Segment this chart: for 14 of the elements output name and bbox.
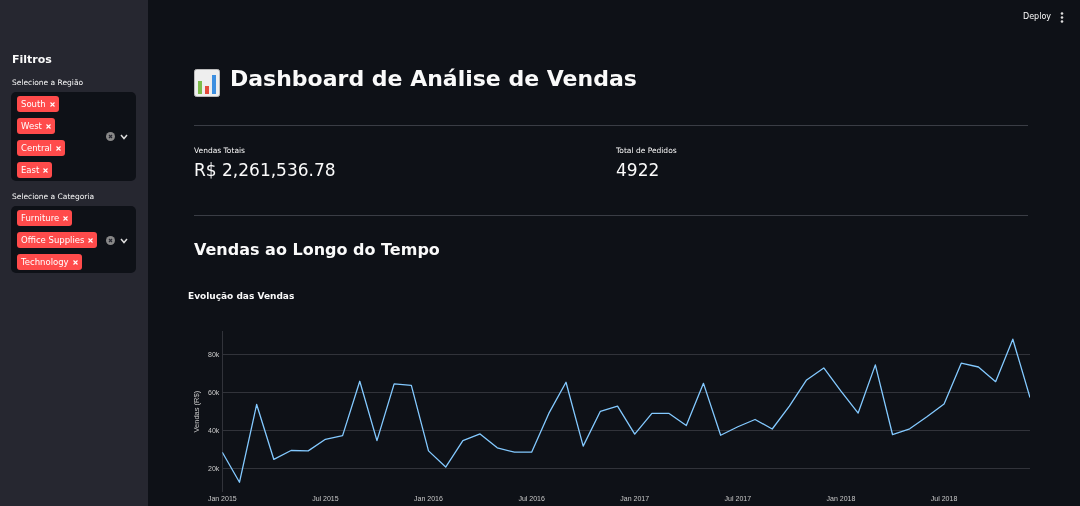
text: 4922 (616, 160, 660, 180)
text: Filtros (12, 53, 52, 66)
text: Technology (21, 257, 69, 267)
text: Deploy (1023, 12, 1052, 21)
text: West (21, 121, 42, 131)
text: Office Supplies (21, 235, 85, 245)
chart-title: Evolução das Vendas (188, 290, 295, 301)
text: Central (21, 143, 52, 153)
chart-subtitle: Vendas ao Longo do Tempo (194, 240, 440, 259)
text: South (21, 99, 46, 109)
text: Furniture (21, 213, 60, 223)
text: East (21, 165, 40, 175)
text: R$ 2,261,536.78 (194, 160, 336, 180)
text: Dashboard de Análise de Vendas (230, 66, 637, 91)
